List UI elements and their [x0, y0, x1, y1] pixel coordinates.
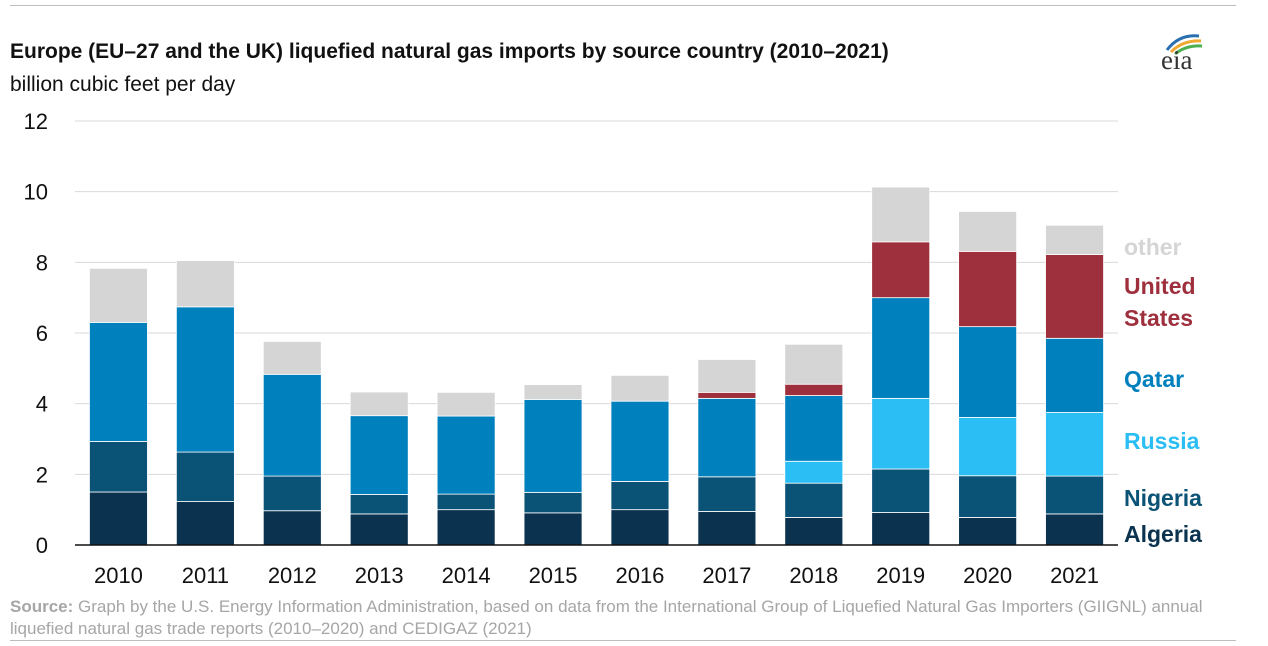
bar-segment-qatar: [871, 297, 931, 399]
bar-segment-algeria: [610, 509, 670, 546]
bottom-rule: [10, 640, 1236, 641]
bar-segment-qatar: [436, 415, 496, 495]
bar-segment-qatar: [784, 395, 844, 462]
bar-segment-qatar: [958, 326, 1018, 418]
source-label: Source:: [10, 597, 74, 616]
eia-logo-arcs-icon: [1165, 34, 1203, 56]
bar-segment-algeria: [436, 509, 496, 546]
bar-segment-united-states: [697, 391, 757, 399]
bar-segment-nigeria: [262, 475, 322, 512]
x-tick-label: 2012: [268, 563, 317, 588]
bar-segment-qatar: [610, 400, 670, 482]
eia-logo: eia: [1155, 28, 1225, 78]
legend: Algeria Nigeria Russia Qatar United States oth…: [1124, 234, 1202, 547]
bar-segment-other: [958, 211, 1018, 252]
x-tick-label: 2016: [615, 563, 664, 588]
legend-label-other: other: [1124, 234, 1182, 260]
bar-segment-other: [1045, 224, 1104, 255]
x-tick-label: 2021: [1050, 563, 1099, 588]
y-tick-label: 4: [36, 392, 48, 417]
bar-segment-algeria: [958, 517, 1018, 546]
bar-segment-russia: [871, 397, 931, 470]
legend-label-algeria: Algeria: [1124, 521, 1202, 547]
bar-segment-nigeria: [958, 475, 1018, 518]
bar-segment-algeria: [697, 511, 757, 546]
y-tick-label: 2: [36, 462, 48, 487]
y-tick-label: 12: [24, 109, 48, 134]
bar-segment-qatar: [349, 415, 409, 495]
bars: [89, 186, 1104, 546]
bar-segment-nigeria: [89, 441, 148, 493]
bar-segment-other: [610, 374, 670, 402]
bar-segment-algeria: [871, 512, 931, 546]
bar-segment-other: [697, 359, 757, 393]
bar-segment-algeria: [262, 510, 322, 546]
y-tick-label: 6: [36, 321, 48, 346]
bar-segment-nigeria: [1045, 475, 1104, 515]
y-tick-label: 8: [36, 250, 48, 275]
eia-logo-text: eia: [1161, 45, 1193, 75]
bar-segment-algeria: [523, 512, 583, 546]
bar-segment-qatar: [175, 306, 235, 453]
axes: 0 2 4 6 8 10 12 2010 2011 2012 2013 2014 2015 2016 201…: [24, 109, 1118, 588]
bar-segment-russia: [784, 460, 844, 484]
chart-subtitle: billion cubic feet per day: [10, 73, 236, 96]
source-note: Source: Graph by the U.S. Energy Informa…: [10, 596, 1210, 640]
y-tick-label: 0: [36, 533, 48, 558]
bar-segment-qatar: [89, 321, 148, 442]
bar-segment-nigeria: [436, 493, 496, 511]
bar-segment-united-states: [784, 383, 844, 396]
bar-segment-other: [349, 391, 409, 417]
bar-segment-algeria: [1045, 513, 1104, 546]
x-tick-label: 2014: [442, 563, 491, 588]
bar-segment-nigeria: [523, 491, 583, 514]
bar-segment-united-states: [958, 250, 1018, 328]
bar-segment-united-states: [871, 241, 931, 299]
legend-label-nigeria: Nigeria: [1124, 485, 1202, 511]
chart-title: Europe (EU–27 and the UK) liquefied natu…: [10, 40, 889, 63]
bar-segment-other: [89, 267, 148, 323]
bar-segment-qatar: [697, 397, 757, 478]
x-tick-label: 2011: [182, 563, 229, 588]
bar-segment-nigeria: [610, 480, 670, 511]
source-text: Graph by the U.S. Energy Information Adm…: [10, 597, 1203, 638]
stacked-bar-chart: 0 2 4 6 8 10 12 2010 2011 2012 2013 2014 2015 2016 201…: [24, 109, 1203, 588]
bar-segment-nigeria: [871, 468, 931, 513]
x-tick-label: 2018: [789, 563, 838, 588]
y-tick-label: 10: [24, 180, 48, 205]
bar-segment-algeria: [784, 517, 844, 546]
bar-segment-other: [784, 343, 844, 385]
bar-segment-qatar: [262, 373, 322, 477]
bar-segment-algeria: [349, 513, 409, 546]
x-tick-label: 2020: [963, 563, 1012, 588]
bar-segment-nigeria: [349, 494, 409, 515]
x-tick-label: 2010: [94, 563, 143, 588]
x-tick-label: 2019: [876, 563, 925, 588]
bar-segment-nigeria: [175, 451, 235, 502]
bar-segment-other: [175, 260, 235, 308]
x-tick-label: 2015: [529, 563, 578, 588]
bar-segment-other: [871, 186, 931, 243]
top-rule: [10, 5, 1236, 6]
bar-segment-algeria: [175, 501, 235, 546]
bar-segment-nigeria: [784, 482, 844, 518]
bar-segment-other: [436, 391, 496, 417]
bar-segment-qatar: [523, 399, 583, 493]
gridlines: [75, 120, 1118, 475]
bar-segment-other: [262, 341, 322, 375]
legend-label-united-states: United States: [1124, 273, 1196, 331]
bar-segment-nigeria: [697, 476, 757, 512]
bar-segment-algeria: [89, 491, 148, 546]
bar-segment-other: [523, 384, 583, 400]
x-tick-label: 2017: [702, 563, 751, 588]
legend-label-russia: Russia: [1124, 428, 1200, 454]
bar-segment-russia: [958, 417, 1018, 477]
bar-segment-qatar: [1045, 337, 1104, 413]
bar-segment-russia: [1045, 412, 1104, 477]
bar-segment-united-states: [1045, 254, 1104, 339]
x-tick-label: 2013: [355, 563, 404, 588]
legend-label-qatar: Qatar: [1124, 366, 1184, 392]
